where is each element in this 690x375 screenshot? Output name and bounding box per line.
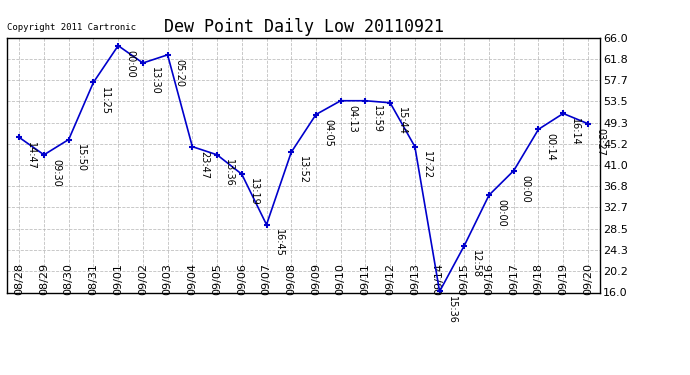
- Text: 00:00: 00:00: [496, 199, 506, 227]
- Text: 12:58: 12:58: [471, 250, 481, 278]
- Text: 05:20: 05:20: [175, 59, 184, 87]
- Title: Dew Point Daily Low 20110921: Dew Point Daily Low 20110921: [164, 18, 444, 36]
- Text: 13:30: 13:30: [150, 67, 160, 95]
- Text: 03:27: 03:27: [595, 128, 605, 156]
- Text: 13:36: 13:36: [224, 159, 234, 187]
- Text: 00:00: 00:00: [521, 175, 531, 202]
- Text: Copyright 2011 Cartronic: Copyright 2011 Cartronic: [7, 23, 136, 32]
- Text: 11:25: 11:25: [100, 87, 110, 114]
- Text: 17:22: 17:22: [422, 151, 432, 179]
- Text: 13:59: 13:59: [373, 105, 382, 133]
- Text: 15:44: 15:44: [397, 107, 407, 135]
- Text: 13:19: 13:19: [248, 178, 259, 206]
- Text: 13:52: 13:52: [298, 156, 308, 184]
- Text: 04:13: 04:13: [348, 105, 357, 133]
- Text: 15:50: 15:50: [76, 144, 86, 172]
- Text: 16:45: 16:45: [273, 229, 284, 257]
- Text: 15:36: 15:36: [446, 296, 457, 324]
- Text: 04:05: 04:05: [323, 118, 333, 147]
- Text: 23:47: 23:47: [199, 151, 209, 179]
- Text: 00:14: 00:14: [545, 134, 555, 161]
- Text: 00:00: 00:00: [125, 50, 135, 78]
- Text: 09:30: 09:30: [51, 159, 61, 187]
- Text: 16:14: 16:14: [570, 118, 580, 146]
- Text: 14:47: 14:47: [26, 142, 36, 170]
